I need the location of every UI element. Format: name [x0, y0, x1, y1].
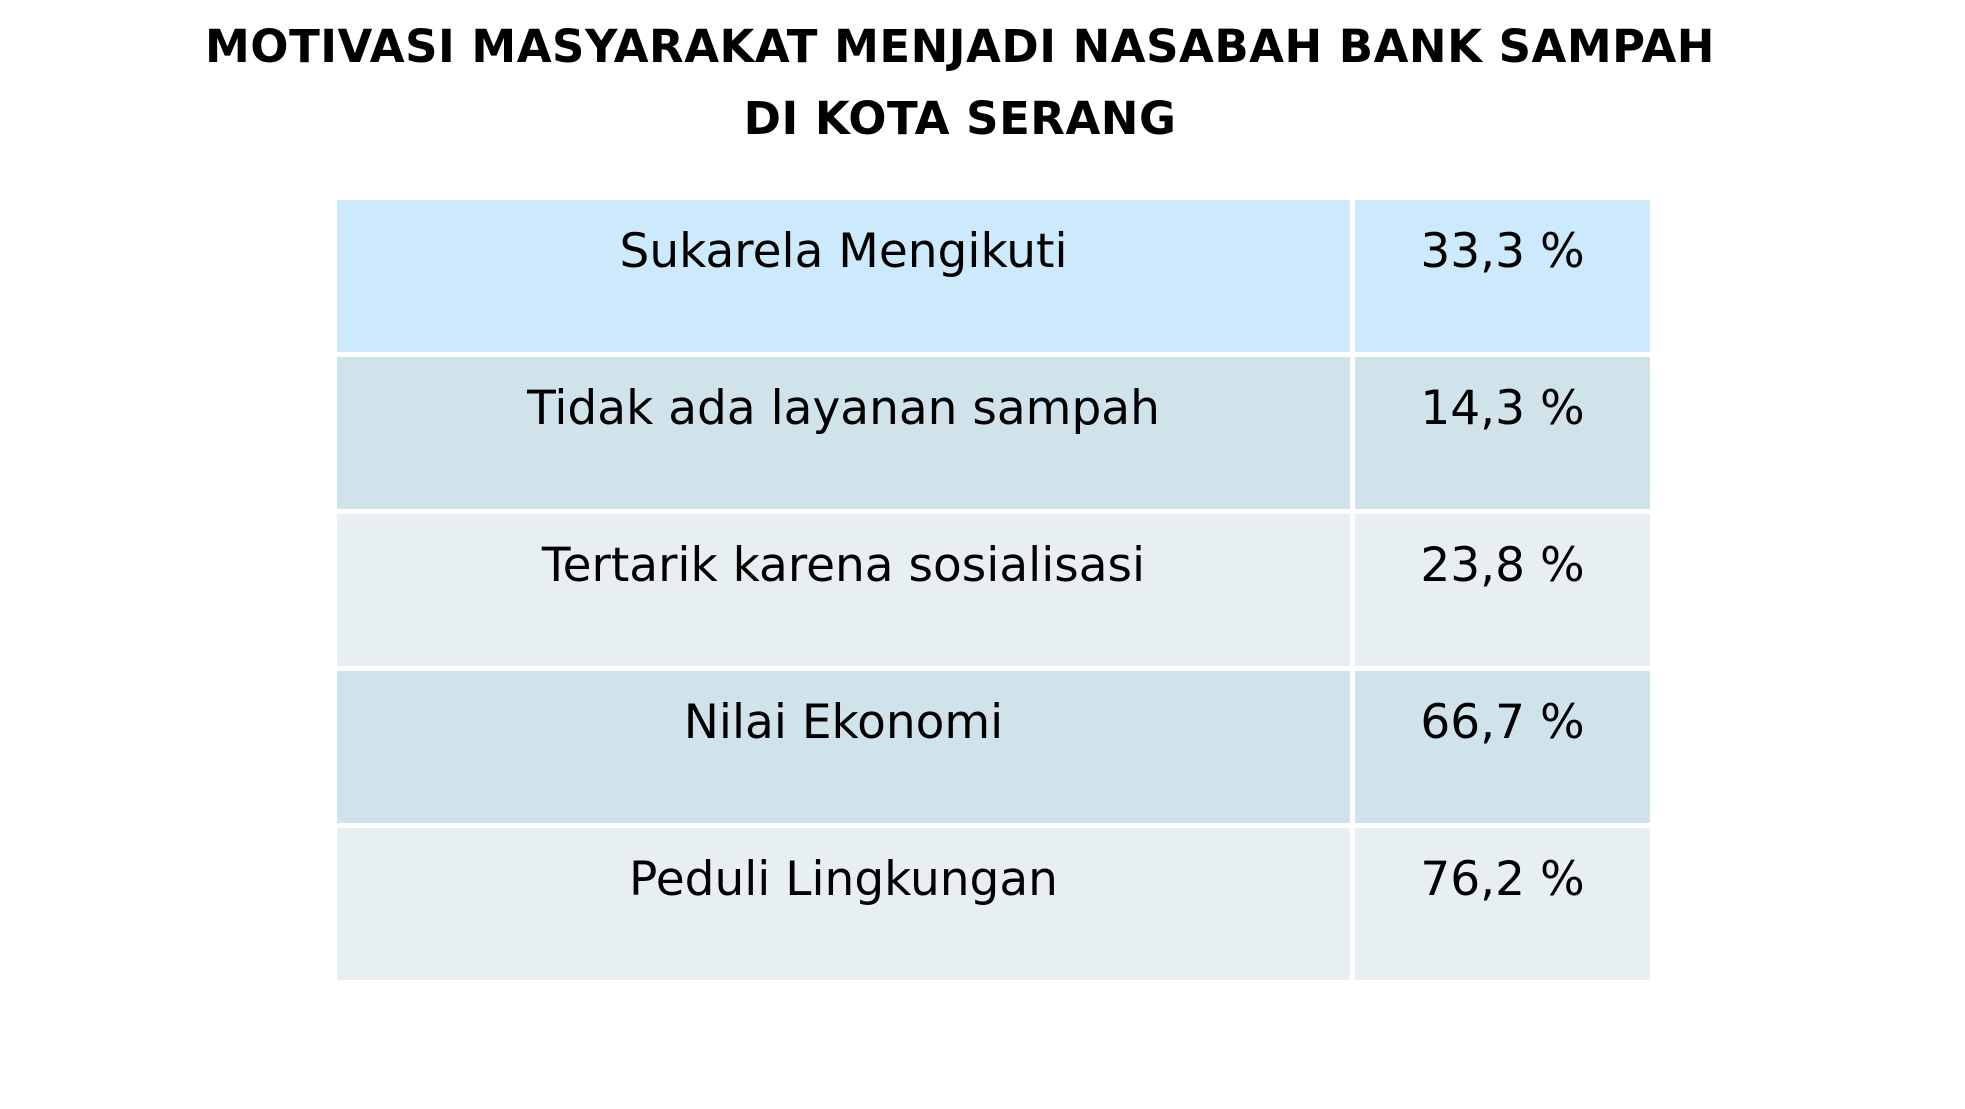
row-label: Sukarela Mengikuti	[619, 224, 1068, 279]
table-row: Nilai Ekonomi 66,7 %	[337, 671, 1650, 823]
row-value-cell: 14,3 %	[1355, 357, 1650, 509]
row-value-cell: 33,3 %	[1355, 200, 1650, 352]
row-value-cell: 23,8 %	[1355, 514, 1650, 666]
page-title: MOTIVASI MASYARAKAT MENJADI NASABAH BANK…	[205, 20, 1715, 73]
row-label-cell: Peduli Lingkungan	[337, 828, 1350, 980]
row-label: Peduli Lingkungan	[629, 852, 1058, 907]
table-row: Sukarela Mengikuti 33,3 %	[337, 200, 1650, 352]
row-label-cell: Sukarela Mengikuti	[337, 200, 1350, 352]
page-subtitle: DI KOTA SERANG	[743, 92, 1177, 145]
row-value-cell: 66,7 %	[1355, 671, 1650, 823]
row-value: 66,7 %	[1420, 695, 1585, 750]
row-value-cell: 76,2 %	[1355, 828, 1650, 980]
row-label-cell: Tidak ada layanan sampah	[337, 357, 1350, 509]
row-value: 33,3 %	[1420, 224, 1585, 279]
table-row: Tertarik karena sosialisasi 23,8 %	[337, 514, 1650, 666]
row-label: Tidak ada layanan sampah	[527, 381, 1160, 436]
row-label-cell: Nilai Ekonomi	[337, 671, 1350, 823]
row-value: 23,8 %	[1420, 538, 1585, 593]
table-row: Tidak ada layanan sampah 14,3 %	[337, 357, 1650, 509]
motivation-table: Sukarela Mengikuti 33,3 % Tidak ada laya…	[337, 200, 1650, 980]
row-label: Nilai Ekonomi	[683, 695, 1004, 750]
row-label-cell: Tertarik karena sosialisasi	[337, 514, 1350, 666]
table-row: Peduli Lingkungan 76,2 %	[337, 828, 1650, 980]
row-label: Tertarik karena sosialisasi	[541, 538, 1146, 593]
row-value: 76,2 %	[1420, 852, 1585, 907]
row-value: 14,3 %	[1420, 381, 1585, 436]
